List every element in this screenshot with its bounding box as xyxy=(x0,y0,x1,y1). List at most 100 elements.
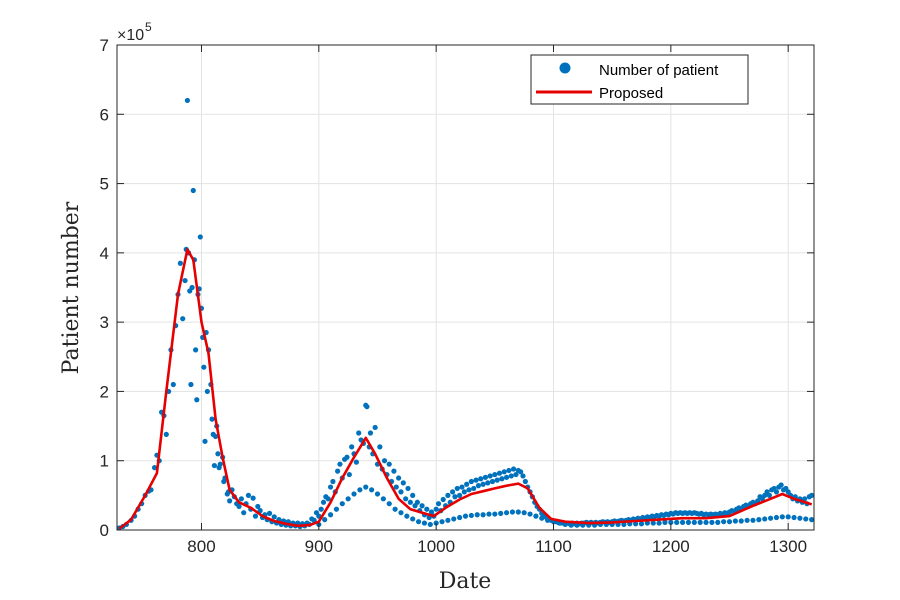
y-tick-label: 0 xyxy=(100,521,109,540)
data-point xyxy=(369,487,375,493)
y-tick-label: 1 xyxy=(100,452,109,471)
data-point xyxy=(211,462,217,469)
data-point xyxy=(779,514,785,520)
data-point xyxy=(527,511,533,517)
data-point xyxy=(421,520,428,526)
data-point xyxy=(400,480,406,486)
x-tick-label: 1000 xyxy=(417,537,455,556)
data-point xyxy=(392,506,398,512)
data-point xyxy=(194,397,200,403)
data-point xyxy=(454,485,460,492)
data-point xyxy=(193,347,199,353)
data-point xyxy=(621,521,627,528)
data-point xyxy=(351,491,357,497)
data-point xyxy=(318,506,324,512)
data-point xyxy=(170,381,176,388)
data-point xyxy=(449,489,456,495)
data-point xyxy=(322,517,328,523)
series-line-proposed xyxy=(118,248,813,530)
data-point xyxy=(357,487,363,493)
data-point xyxy=(344,454,350,460)
data-point xyxy=(337,461,343,467)
data-point xyxy=(216,465,222,471)
data-point xyxy=(386,461,392,467)
data-point xyxy=(656,520,662,526)
data-point xyxy=(766,492,773,498)
data-point xyxy=(499,476,505,482)
data-point xyxy=(330,478,336,485)
data-point xyxy=(803,516,809,522)
data-point xyxy=(440,496,446,503)
data-point xyxy=(398,510,404,516)
data-point xyxy=(533,513,539,519)
data-point xyxy=(773,514,780,521)
data-point xyxy=(802,496,808,502)
data-point xyxy=(715,519,721,525)
data-point xyxy=(492,471,498,478)
data-point xyxy=(732,518,738,524)
data-point xyxy=(377,444,383,450)
data-point xyxy=(545,517,551,523)
data-point xyxy=(574,522,580,528)
data-point xyxy=(662,519,668,525)
data-point xyxy=(396,475,402,481)
data-point xyxy=(539,515,545,521)
data-point xyxy=(184,97,191,104)
data-point xyxy=(773,489,780,495)
data-point xyxy=(522,478,528,485)
data-point xyxy=(503,474,510,480)
data-point xyxy=(498,510,504,516)
data-point xyxy=(367,430,374,436)
x-tick-label: 800 xyxy=(187,537,215,556)
y-axis-label: Patient number xyxy=(59,201,84,374)
axes xyxy=(116,44,815,531)
axes-box xyxy=(116,44,815,531)
data-point xyxy=(271,514,277,520)
data-point xyxy=(327,512,334,518)
data-point xyxy=(241,510,247,516)
data-point xyxy=(520,473,526,479)
data-point xyxy=(333,506,340,512)
data-point xyxy=(750,517,756,523)
data-point xyxy=(503,510,510,516)
data-point xyxy=(398,489,404,495)
data-point xyxy=(480,512,486,518)
data-point xyxy=(320,499,327,505)
data-point xyxy=(471,485,477,492)
data-point xyxy=(245,492,252,498)
data-point xyxy=(721,519,727,525)
data-point xyxy=(163,431,169,437)
data-point xyxy=(466,487,472,493)
plot-area xyxy=(117,45,814,530)
data-point xyxy=(419,503,425,509)
data-point xyxy=(685,519,692,525)
data-point xyxy=(236,503,242,510)
x-tick-label: 900 xyxy=(305,537,333,556)
data-point xyxy=(151,465,158,471)
data-point xyxy=(487,473,493,479)
data-point xyxy=(391,468,397,474)
data-point xyxy=(403,496,409,502)
data-point xyxy=(638,521,645,527)
data-point xyxy=(325,496,331,502)
data-point xyxy=(478,476,484,482)
data-point xyxy=(339,501,345,507)
data-point xyxy=(439,519,445,525)
data-point xyxy=(468,512,474,519)
data-point xyxy=(407,499,413,505)
data-point xyxy=(461,489,467,495)
data-point xyxy=(364,404,370,410)
data-point xyxy=(404,513,410,519)
data-point xyxy=(489,478,496,485)
data-point xyxy=(445,492,451,498)
data-point xyxy=(182,277,188,284)
data-point xyxy=(568,522,574,528)
data-point xyxy=(797,515,803,521)
data-point xyxy=(215,451,221,457)
data-point xyxy=(356,430,362,436)
data-point xyxy=(496,470,503,476)
data-point xyxy=(252,513,259,519)
data-point xyxy=(809,517,815,523)
data-point xyxy=(209,416,215,422)
data-point xyxy=(480,481,486,487)
